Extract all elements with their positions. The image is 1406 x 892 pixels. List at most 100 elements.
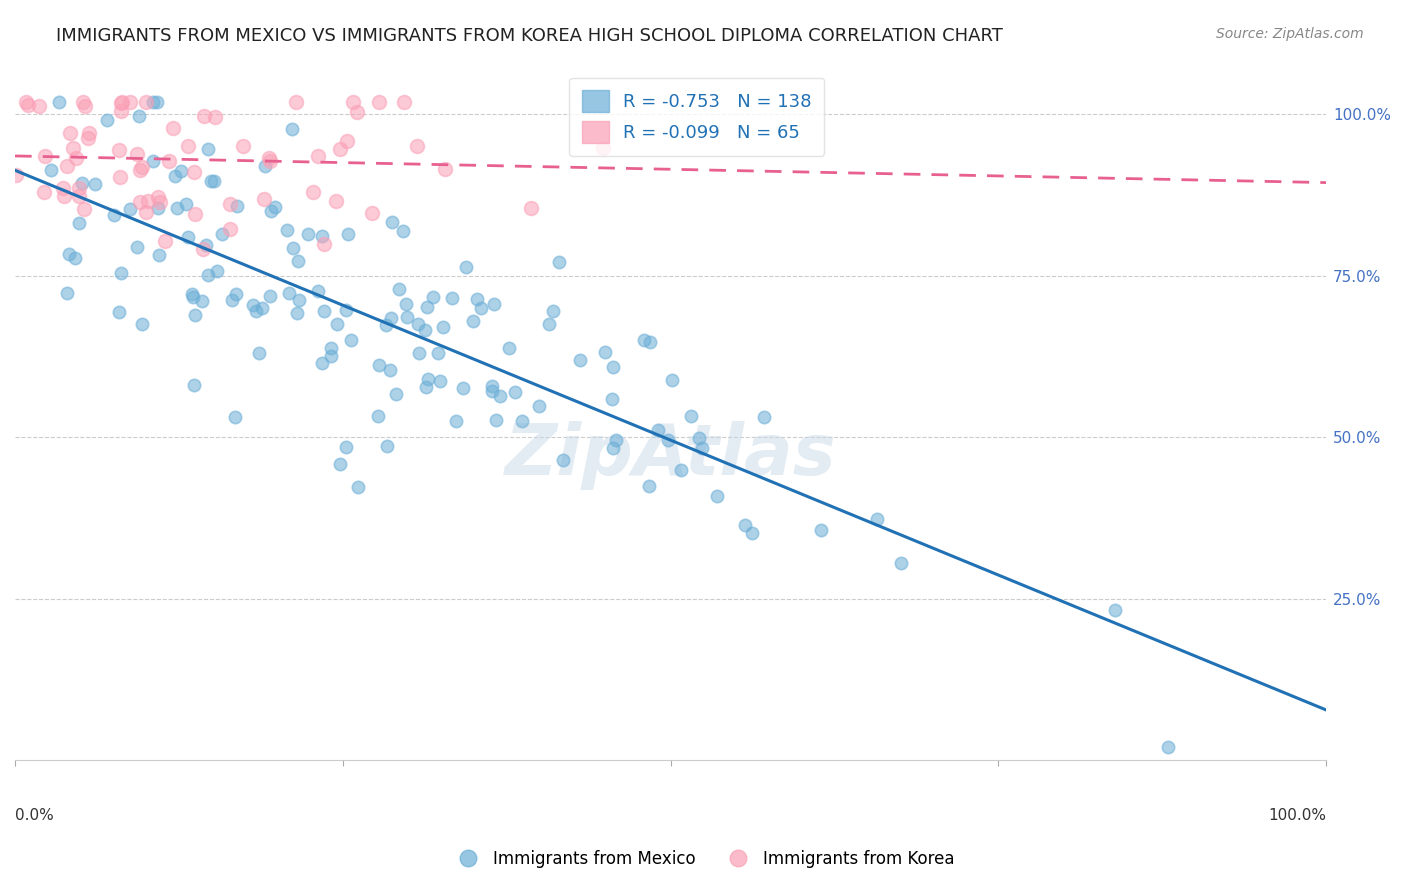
Immigrants from Mexico bbox=[181, 290, 204, 304]
Immigrants from Korea bbox=[204, 110, 226, 124]
Immigrants from Mexico bbox=[510, 413, 533, 427]
Immigrants from Mexico bbox=[319, 341, 342, 355]
Immigrants from Korea bbox=[193, 109, 215, 123]
Immigrants from Mexico bbox=[225, 287, 247, 301]
Immigrants from Mexico bbox=[285, 306, 308, 320]
Immigrants from Mexico bbox=[335, 440, 357, 454]
Immigrants from Mexico bbox=[669, 463, 692, 477]
Immigrants from Korea bbox=[17, 98, 39, 112]
Immigrants from Korea bbox=[53, 189, 76, 203]
Immigrants from Mexico bbox=[311, 228, 333, 243]
Immigrants from Mexico bbox=[58, 246, 80, 260]
Immigrants from Mexico bbox=[347, 480, 370, 494]
Immigrants from Korea bbox=[131, 160, 153, 174]
Immigrants from Mexico bbox=[247, 346, 270, 360]
Immigrants from Korea bbox=[135, 95, 157, 109]
Immigrants from Mexico bbox=[375, 318, 398, 332]
Immigrants from Mexico bbox=[70, 177, 93, 191]
Immigrants from Korea bbox=[129, 195, 152, 210]
Immigrants from Mexico bbox=[633, 333, 655, 347]
Text: Source: ZipAtlas.com: Source: ZipAtlas.com bbox=[1216, 27, 1364, 41]
Immigrants from Korea bbox=[111, 95, 134, 109]
Text: IMMIGRANTS FROM MEXICO VS IMMIGRANTS FROM KOREA HIGH SCHOOL DIPLOMA CORRELATION : IMMIGRANTS FROM MEXICO VS IMMIGRANTS FRO… bbox=[56, 27, 1002, 45]
Immigrants from Mexico bbox=[734, 517, 756, 532]
Immigrants from Mexico bbox=[224, 409, 246, 424]
Immigrants from Mexico bbox=[384, 387, 406, 401]
Immigrants from Korea bbox=[519, 202, 541, 216]
Immigrants from Korea bbox=[52, 180, 75, 194]
Immigrants from Mexico bbox=[426, 346, 449, 360]
Immigrants from Korea bbox=[218, 222, 240, 236]
Immigrants from Mexico bbox=[453, 381, 475, 395]
Immigrants from Korea bbox=[184, 206, 207, 220]
Immigrants from Korea bbox=[118, 95, 141, 109]
Immigrants from Mexico bbox=[605, 434, 627, 448]
Immigrants from Mexico bbox=[647, 423, 669, 437]
Immigrants from Mexico bbox=[181, 286, 204, 301]
Immigrants from Mexico bbox=[367, 409, 389, 424]
Immigrants from Korea bbox=[32, 185, 55, 199]
Immigrants from Mexico bbox=[679, 409, 702, 424]
Legend: Immigrants from Mexico, Immigrants from Korea: Immigrants from Mexico, Immigrants from … bbox=[446, 844, 960, 875]
Immigrants from Mexico bbox=[260, 204, 283, 219]
Immigrants from Mexico bbox=[568, 353, 591, 368]
Immigrants from Mexico bbox=[339, 333, 361, 347]
Immigrants from Korea bbox=[314, 237, 336, 252]
Immigrants from Korea bbox=[325, 194, 347, 209]
Immigrants from Mexico bbox=[408, 346, 430, 360]
Immigrants from Mexico bbox=[593, 344, 616, 359]
Immigrants from Korea bbox=[162, 120, 184, 135]
Immigrants from Mexico bbox=[321, 349, 343, 363]
Immigrants from Korea bbox=[232, 138, 254, 153]
Immigrants from Korea bbox=[301, 185, 323, 199]
Immigrants from Mexico bbox=[191, 293, 214, 308]
Immigrants from Mexico bbox=[661, 374, 683, 388]
Immigrants from Mexico bbox=[602, 441, 624, 455]
Immigrants from Korea bbox=[129, 163, 152, 178]
Immigrants from Mexico bbox=[125, 240, 148, 254]
Immigrants from Mexico bbox=[297, 227, 319, 241]
Immigrants from Mexico bbox=[287, 293, 309, 308]
Immigrants from Mexico bbox=[637, 479, 659, 493]
Immigrants from Mexico bbox=[481, 379, 503, 393]
Immigrants from Korea bbox=[368, 95, 391, 109]
Immigrants from Mexico bbox=[148, 248, 170, 262]
Immigrants from Korea bbox=[67, 189, 90, 203]
Immigrants from Mexico bbox=[392, 224, 415, 238]
Immigrants from Mexico bbox=[482, 297, 505, 311]
Immigrants from Mexico bbox=[690, 442, 713, 456]
Immigrants from Mexico bbox=[752, 410, 775, 425]
Immigrants from Mexico bbox=[165, 169, 187, 183]
Immigrants from Mexico bbox=[1157, 740, 1180, 755]
Immigrants from Mexico bbox=[890, 556, 912, 570]
Immigrants from Mexico bbox=[706, 489, 728, 503]
Immigrants from Mexico bbox=[380, 363, 402, 377]
Immigrants from Mexico bbox=[200, 174, 222, 188]
Immigrants from Korea bbox=[108, 170, 131, 185]
Immigrants from Mexico bbox=[142, 95, 165, 109]
Immigrants from Mexico bbox=[543, 304, 565, 318]
Immigrants from Korea bbox=[346, 105, 368, 120]
Immigrants from Mexico bbox=[250, 301, 273, 315]
Immigrants from Mexico bbox=[415, 300, 437, 314]
Immigrants from Mexico bbox=[278, 285, 301, 300]
Immigrants from Mexico bbox=[314, 304, 336, 318]
Immigrants from Mexico bbox=[810, 524, 832, 538]
Immigrants from Korea bbox=[15, 95, 38, 109]
Immigrants from Mexico bbox=[110, 266, 132, 280]
Immigrants from Korea bbox=[108, 143, 131, 157]
Immigrants from Mexico bbox=[548, 255, 571, 269]
Immigrants from Mexico bbox=[432, 320, 454, 334]
Immigrants from Mexico bbox=[197, 142, 219, 156]
Immigrants from Mexico bbox=[406, 317, 429, 331]
Immigrants from Korea bbox=[307, 149, 329, 163]
Immigrants from Mexico bbox=[456, 260, 478, 274]
Immigrants from Mexico bbox=[498, 341, 520, 355]
Immigrants from Korea bbox=[110, 104, 132, 119]
Immigrants from Korea bbox=[62, 141, 84, 155]
Immigrants from Mexico bbox=[470, 301, 492, 315]
Immigrants from Mexico bbox=[253, 159, 276, 173]
Immigrants from Mexico bbox=[39, 163, 62, 178]
Immigrants from Mexico bbox=[413, 323, 436, 337]
Immigrants from Mexico bbox=[326, 317, 349, 331]
